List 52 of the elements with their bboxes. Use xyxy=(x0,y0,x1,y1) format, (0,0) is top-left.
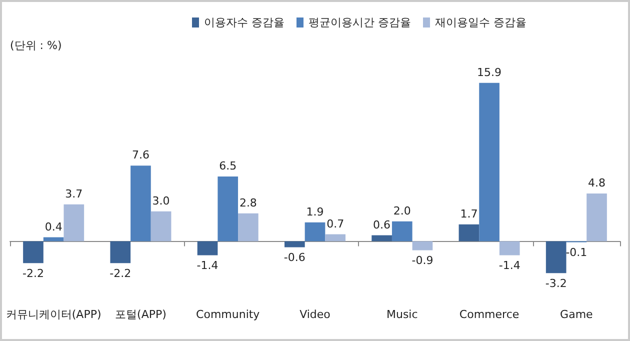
legend-label: 재이용일수 증감율 xyxy=(434,16,526,29)
data-label: -2.2 xyxy=(110,267,132,280)
bar xyxy=(586,193,607,242)
data-label: -1.4 xyxy=(196,259,218,272)
bar xyxy=(479,82,500,242)
data-label: -2.2 xyxy=(22,267,44,280)
data-label: -0.6 xyxy=(284,251,306,264)
data-label: 0.4 xyxy=(44,220,62,234)
x-tick-label: Game xyxy=(560,308,594,321)
legend-label: 평균이용시간 증감율 xyxy=(308,16,411,29)
x-tick-label: 커뮤니케이터(APP) xyxy=(6,308,102,321)
bar xyxy=(499,241,520,256)
bar xyxy=(43,237,64,242)
x-tick-label: 포털(APP) xyxy=(115,308,166,321)
text: (단위 : %) xyxy=(10,39,62,52)
bar xyxy=(392,221,412,242)
data-label: -0.1 xyxy=(566,246,588,260)
data-label: 15.9 xyxy=(477,66,502,79)
data-label: 3.7 xyxy=(65,187,83,200)
bar xyxy=(238,213,258,242)
bar xyxy=(64,204,84,242)
x-tick-label: Community xyxy=(196,308,260,321)
bar xyxy=(412,241,433,250)
x-tick-label: Music xyxy=(386,308,418,321)
data-label: 0.7 xyxy=(326,217,344,230)
data-label: -3.2 xyxy=(545,277,567,290)
data-label: -0.9 xyxy=(412,254,434,268)
data-label: 1.7 xyxy=(460,207,478,220)
data-label: 0.6 xyxy=(373,218,391,232)
bar xyxy=(130,166,151,242)
data-label: -1.4 xyxy=(498,259,520,272)
data-label: 1.9 xyxy=(306,205,324,218)
data-label: 4.8 xyxy=(588,176,606,190)
data-label: 7.6 xyxy=(132,148,150,162)
data-label: 2.8 xyxy=(239,196,257,210)
x-tick-label: Video xyxy=(300,308,331,321)
bar xyxy=(546,241,566,274)
data-label: 3.0 xyxy=(152,194,170,208)
bar xyxy=(218,176,238,242)
bar xyxy=(150,211,172,242)
x-tick-label: Commerce xyxy=(459,308,520,321)
bar xyxy=(284,241,305,248)
bar xyxy=(325,234,346,242)
bar xyxy=(372,235,392,242)
bar xyxy=(23,241,44,264)
bar xyxy=(110,241,131,264)
data-label: 2.0 xyxy=(393,204,411,218)
bar xyxy=(458,224,480,242)
bar xyxy=(304,222,326,242)
data-label: 6.5 xyxy=(219,160,237,173)
legend-label: 이용자수 증감율 xyxy=(204,16,284,29)
bar xyxy=(197,241,218,256)
